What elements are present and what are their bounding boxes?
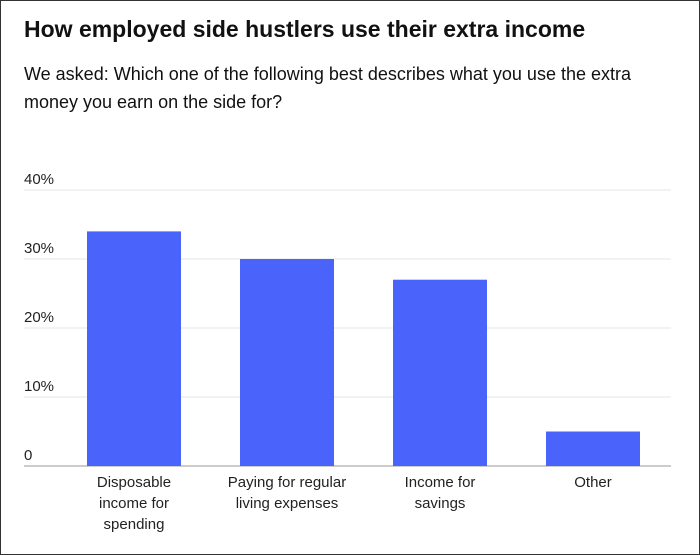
x-category-label: Other bbox=[574, 474, 612, 491]
y-tick-label: 0 bbox=[24, 447, 32, 464]
x-category-label: Income for bbox=[405, 474, 476, 491]
x-category-label: living expenses bbox=[236, 495, 339, 512]
x-category-label: Disposable bbox=[97, 474, 171, 491]
x-category-label: savings bbox=[415, 495, 466, 512]
bar bbox=[546, 431, 640, 466]
y-tick-label: 30% bbox=[24, 240, 54, 257]
y-tick-label: 20% bbox=[24, 309, 54, 326]
x-category-label: spending bbox=[104, 516, 165, 533]
y-tick-label: 40% bbox=[24, 171, 54, 188]
bar bbox=[87, 231, 181, 466]
x-category-label: income for bbox=[99, 495, 169, 512]
chart-subtitle: We asked: Which one of the following bes… bbox=[24, 64, 631, 112]
bar bbox=[240, 259, 334, 466]
bar bbox=[393, 279, 487, 466]
chart-title: How employed side hustlers use their ext… bbox=[24, 16, 586, 42]
y-tick-label: 10% bbox=[24, 378, 54, 395]
x-category-label: Paying for regular bbox=[228, 474, 346, 491]
